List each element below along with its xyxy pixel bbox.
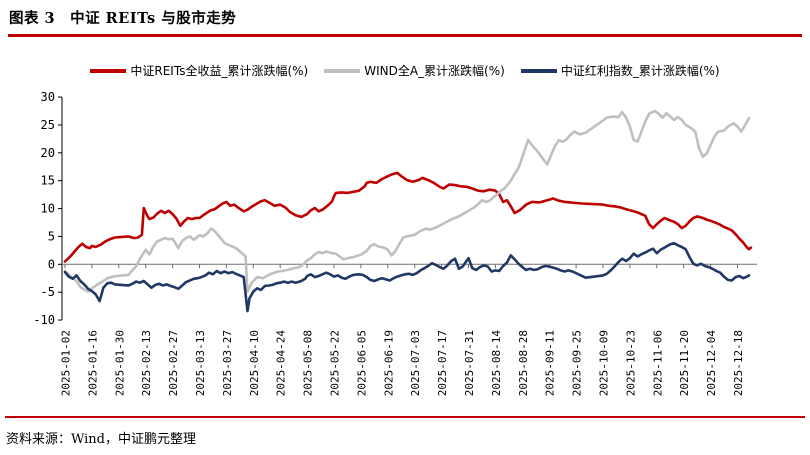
x-tick-label: 2025-06-19 xyxy=(382,330,395,396)
line-series-2 xyxy=(63,241,751,313)
legend-label: 中证REITs全收益_累计涨跌幅(%) xyxy=(130,64,309,78)
y-tick-label: -10 xyxy=(33,313,55,327)
y-tick-label: 30 xyxy=(41,90,55,104)
x-tick-label: 2025-01-16 xyxy=(86,330,99,396)
legend-label: WIND全A_累计涨跌幅(%) xyxy=(364,64,505,78)
x-tick-label: 2025-03-13 xyxy=(194,330,207,396)
y-tick-label: 10 xyxy=(41,202,55,216)
title-divider xyxy=(8,34,802,37)
x-tick-label: 2025-11-20 xyxy=(678,330,691,396)
y-tick-label: 20 xyxy=(41,146,55,160)
chart-legend: 中证REITs全收益_累计涨跌幅(%) WIND全A_累计涨跌幅(%) 中证红利… xyxy=(0,62,810,79)
x-tick-label: 2025-05-08 xyxy=(302,330,315,396)
y-tick-label: 5 xyxy=(48,229,55,243)
x-tick-label: 2025-04-24 xyxy=(275,330,288,397)
x-tick-label: 2025-08-28 xyxy=(517,330,530,396)
x-tick-label: 2025-07-17 xyxy=(436,330,449,396)
x-tick-label: 2025-04-10 xyxy=(248,330,261,396)
x-tick-label: 2025-02-27 xyxy=(167,330,180,396)
y-tick-label: 15 xyxy=(41,174,55,188)
x-tick-label: 2025-01-02 xyxy=(60,330,73,396)
legend-label: 中证红利指数_累计涨跌幅(%) xyxy=(560,64,720,78)
x-tick-label: 2025-05-22 xyxy=(329,330,342,396)
x-tick-label: 2025-10-23 xyxy=(624,330,637,396)
legend-line-swatch-red xyxy=(90,68,127,73)
x-tick-label: 2025-02-13 xyxy=(140,330,153,396)
legend-item-dividend-index: 中证红利指数_累计涨跌幅(%) xyxy=(520,62,720,79)
legend-item-reits: 中证REITs全收益_累计涨跌幅(%) xyxy=(90,62,308,79)
x-tick-label: 2025-06-05 xyxy=(355,330,368,396)
legend-line-swatch-navy xyxy=(520,68,557,73)
legend-item-wind-all-a: WIND全A_累计涨跌幅(%) xyxy=(324,62,505,79)
x-tick-label: 2025-01-30 xyxy=(113,330,126,396)
x-tick-label: 2025-11-06 xyxy=(651,330,664,396)
y-tick-label: -5 xyxy=(41,285,55,299)
x-tick-label: 2025-03-27 xyxy=(221,330,234,396)
x-tick-label: 2025-08-14 xyxy=(490,330,503,397)
figure-title: 图表 3 中证 REITs 与股市走势 xyxy=(9,10,237,27)
source-note: 资料来源：Wind，中证鹏元整理 xyxy=(6,432,196,447)
x-tick-label: 2025-12-04 xyxy=(705,330,718,397)
x-tick-label: 2025-09-25 xyxy=(571,330,584,396)
x-tick-label: 2025-10-09 xyxy=(598,330,611,396)
x-tick-label: 2025-09-11 xyxy=(544,330,557,396)
line-series-1 xyxy=(63,109,751,293)
legend-line-swatch-gray xyxy=(324,68,361,73)
x-tick-label: 2025-07-03 xyxy=(409,330,422,396)
y-tick-label: 25 xyxy=(41,118,55,132)
x-tick-label: 2025-12-18 xyxy=(732,330,745,396)
y-tick-label: 0 xyxy=(48,257,55,271)
x-tick-label: 2025-07-31 xyxy=(463,330,476,396)
line-series-0 xyxy=(63,171,753,263)
footer-divider xyxy=(5,416,805,418)
